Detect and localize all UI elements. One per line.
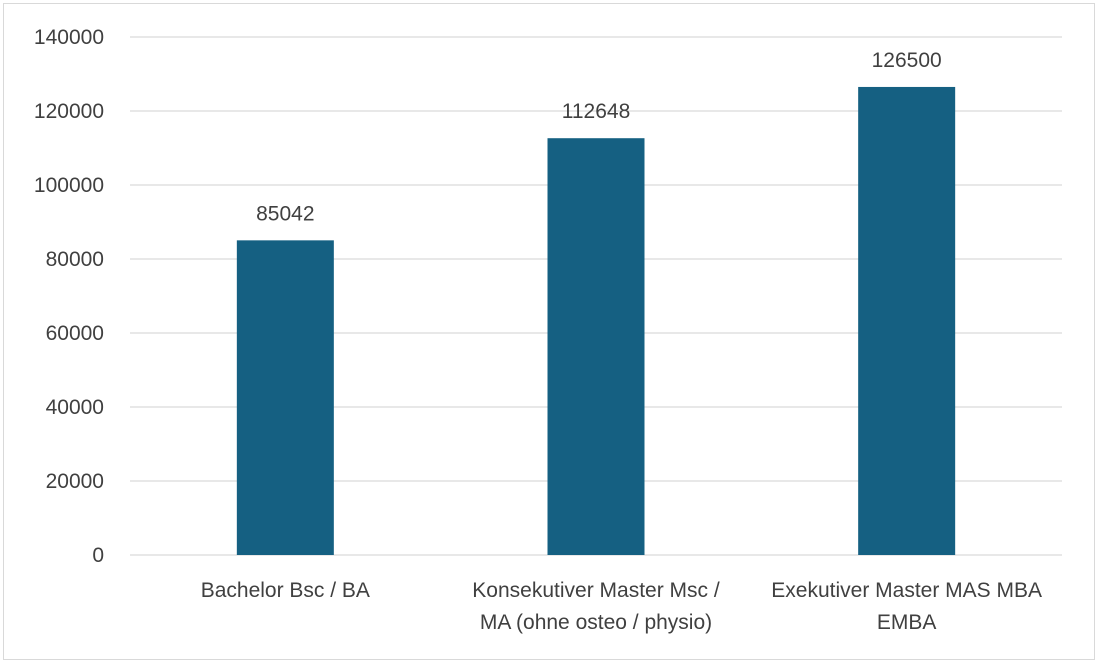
y-tick-label: 120000 [34, 100, 104, 123]
data-label: 85042 [256, 202, 314, 225]
bar [547, 138, 645, 555]
x-category-label-line: Exekutiver Master MAS MBA [771, 579, 1042, 602]
data-label: 112648 [562, 100, 631, 123]
x-category-label: Exekutiver Master MAS MBA EMBA [771, 579, 1042, 634]
x-category-label: Bachelor Bsc / BA [201, 579, 370, 602]
x-category-label: Konsekutiver Master Msc / MA (ohne osteo … [472, 579, 720, 634]
y-tick-label: 80000 [46, 248, 104, 271]
y-tick-label: 60000 [46, 322, 104, 345]
y-tick-label: 100000 [34, 174, 104, 197]
x-category-label-line: Bachelor Bsc / BA [201, 579, 370, 602]
bar [858, 86, 956, 555]
x-category-label-line: EMBA [877, 611, 937, 634]
bar [236, 240, 334, 555]
y-tick-label: 0 [92, 544, 104, 567]
x-category-label-line: MA (ohne osteo / physio) [480, 611, 712, 634]
y-tick-label: 140000 [34, 26, 104, 49]
data-label: 126500 [872, 49, 942, 72]
y-tick-label: 40000 [46, 396, 104, 419]
y-tick-label: 20000 [46, 470, 104, 493]
x-category-label-line: Konsekutiver Master Msc / [472, 579, 720, 602]
